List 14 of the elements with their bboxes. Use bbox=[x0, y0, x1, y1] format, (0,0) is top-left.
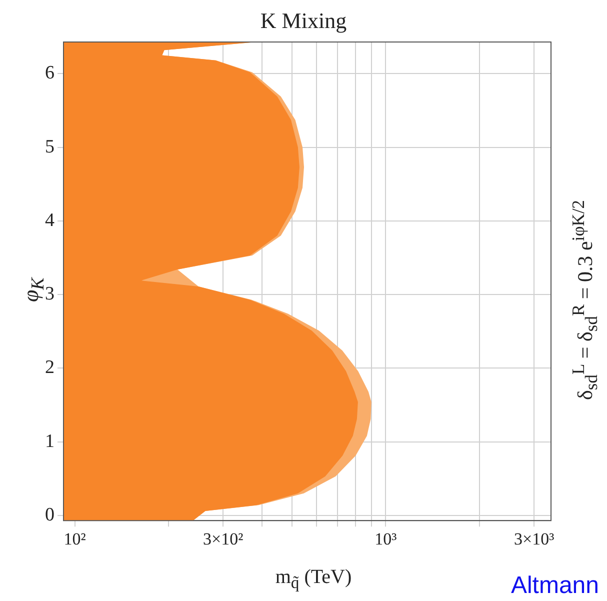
y-tick-label: 1 bbox=[45, 430, 54, 452]
chart-title: K Mixing bbox=[259, 8, 348, 34]
x-axis-title: m$_{q̃}$ (TeV) bbox=[275, 566, 352, 592]
x-tick-label: 3×10² bbox=[203, 529, 244, 548]
y-tick-label: 2 bbox=[45, 357, 54, 378]
y-tick-label: 0 bbox=[45, 504, 54, 526]
x-tick-label: 10² bbox=[64, 529, 86, 548]
y-tick-label: 3 bbox=[45, 284, 54, 305]
text: Altmann bbox=[510, 572, 599, 600]
y-tick-label: 4 bbox=[45, 210, 55, 231]
y-tick-label: 6 bbox=[45, 62, 54, 84]
x-tick-label: 10³ bbox=[374, 529, 397, 548]
y-tick-label: 5 bbox=[45, 136, 54, 158]
x-tick-label: 3×10³ bbox=[514, 529, 554, 548]
